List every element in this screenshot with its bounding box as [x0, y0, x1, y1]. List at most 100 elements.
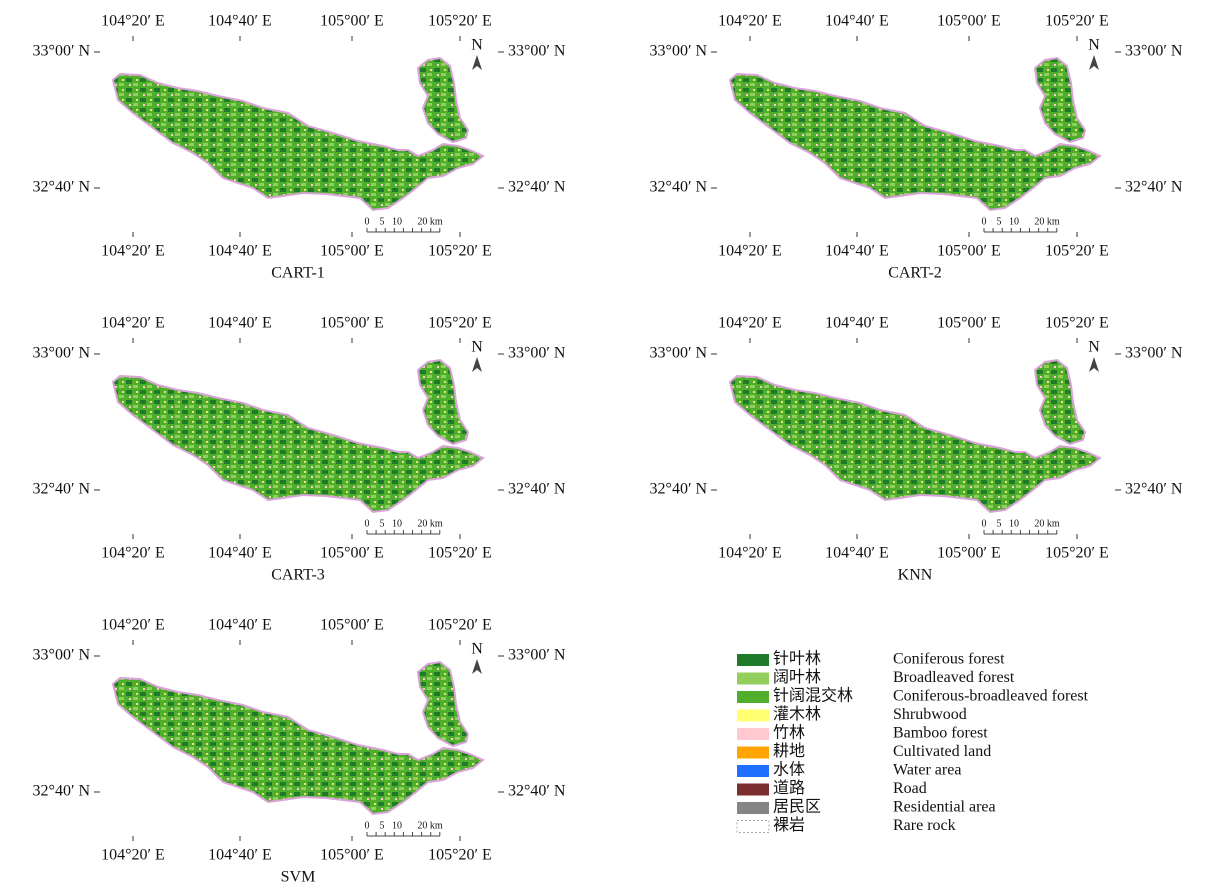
lon-label-bottom: 105°00′ E — [937, 545, 1001, 562]
lon-label-bottom: 104°40′ E — [825, 545, 889, 562]
study-region — [729, 57, 1101, 211]
lat-label-right: 32°40′ N — [508, 481, 566, 498]
lon-label-top: 104°20′ E — [101, 617, 165, 634]
scale-label: 10 — [392, 518, 402, 529]
scale-label: 5 — [380, 216, 385, 227]
lon-label-bottom: 105°00′ E — [937, 243, 1001, 260]
legend-label-en: Coniferous forest — [893, 651, 1005, 668]
lon-label-top: 104°20′ E — [101, 13, 165, 30]
legend-label-zh: 灌木林 — [773, 705, 821, 723]
lat-label-left: 33°00′ N — [33, 647, 91, 664]
legend-label-zh: 针叶林 — [773, 650, 821, 668]
legend-label-en: Broadleaved forest — [893, 669, 1015, 686]
legend-swatch — [737, 709, 769, 722]
map-panel: 104°20′ E 104°40′ E 105°00′ E 105°20′ E 104°… — [33, 13, 566, 282]
lon-label-bottom: 104°20′ E — [101, 545, 165, 562]
lat-label-left: 32°40′ N — [650, 179, 708, 196]
lon-label-top: 104°20′ E — [101, 315, 165, 332]
legend-label-zh: 阔叶林 — [773, 668, 821, 686]
map-panel: 104°20′ E 104°40′ E 105°00′ E 105°20′ E 104°… — [650, 315, 1183, 584]
map-panel: 104°20′ E 104°40′ E 105°00′ E 105°20′ E 104°… — [33, 315, 566, 584]
legend-swatch — [737, 802, 769, 814]
lon-label-top: 105°00′ E — [320, 315, 384, 332]
lat-label-right: 33°00′ N — [1125, 43, 1183, 60]
lon-label-bottom: 105°20′ E — [428, 243, 492, 260]
scale-label: 5 — [380, 518, 385, 529]
legend: 针叶林 Coniferous forest 阔叶林 Broadleaved fores… — [736, 650, 1089, 834]
legend-label-zh: 裸岩 — [773, 816, 805, 834]
lon-label-top: 104°40′ E — [825, 13, 889, 30]
legend-swatch — [737, 765, 769, 777]
lat-label-left: 32°40′ N — [650, 481, 708, 498]
scale-label: 20 km — [1034, 216, 1060, 227]
north-label: N — [1088, 339, 1100, 356]
scale-label: 5 — [997, 216, 1002, 227]
lat-label-left: 32°40′ N — [33, 783, 91, 800]
lat-label-right: 33°00′ N — [1125, 345, 1183, 362]
scale-label: 20 km — [417, 820, 443, 831]
scale-label: 20 km — [1034, 518, 1060, 529]
lon-label-top: 105°20′ E — [428, 315, 492, 332]
legend-swatch — [737, 691, 769, 703]
lon-label-bottom: 105°00′ E — [320, 847, 384, 864]
lon-label-bottom: 104°20′ E — [718, 243, 782, 260]
lat-label-left: 33°00′ N — [650, 345, 708, 362]
lon-label-bottom: 104°20′ E — [101, 847, 165, 864]
lon-label-bottom: 104°20′ E — [718, 545, 782, 562]
lon-label-top: 105°00′ E — [320, 617, 384, 634]
map-panel: 104°20′ E 104°40′ E 105°00′ E 105°20′ E 104°… — [650, 13, 1183, 282]
lat-label-right: 33°00′ N — [508, 647, 566, 664]
lon-label-top: 104°40′ E — [208, 617, 272, 634]
map-area — [112, 359, 484, 513]
legend-swatch — [737, 672, 769, 685]
lon-label-bottom: 104°40′ E — [825, 243, 889, 260]
study-region — [112, 57, 484, 211]
lon-label-bottom: 105°20′ E — [428, 545, 492, 562]
lat-label-right: 33°00′ N — [508, 345, 566, 362]
lon-label-top: 105°20′ E — [1045, 315, 1109, 332]
legend-label-zh: 居民区 — [773, 799, 821, 816]
lon-label-top: 105°00′ E — [320, 13, 384, 30]
north-arrow — [1089, 357, 1099, 372]
lat-label-left: 33°00′ N — [33, 43, 91, 60]
scale-label: 10 — [1009, 518, 1019, 529]
lon-label-top: 105°00′ E — [937, 13, 1001, 30]
study-region — [112, 359, 484, 513]
panel-caption: CART-2 — [888, 265, 942, 282]
north-arrow — [472, 357, 482, 372]
lat-label-right: 32°40′ N — [1125, 179, 1183, 196]
scale-label: 20 km — [417, 518, 443, 529]
panel-caption: CART-1 — [271, 265, 325, 282]
north-label: N — [1088, 37, 1100, 54]
lat-label-left: 32°40′ N — [33, 481, 91, 498]
legend-swatch — [737, 654, 769, 666]
legend-swatch — [736, 820, 770, 833]
scale-label: 20 km — [417, 216, 443, 227]
lat-label-right: 32°40′ N — [508, 179, 566, 196]
legend-label-en: Residential area — [893, 799, 996, 816]
lon-label-bottom: 105°20′ E — [1045, 545, 1109, 562]
lon-label-bottom: 105°00′ E — [320, 243, 384, 260]
lon-label-top: 104°20′ E — [718, 13, 782, 30]
lon-label-bottom: 104°20′ E — [101, 243, 165, 260]
scale-label: 0 — [365, 518, 370, 529]
scale-label: 5 — [380, 820, 385, 831]
lat-label-left: 33°00′ N — [650, 43, 708, 60]
legend-label-en: Coniferous-broadleaved forest — [893, 688, 1089, 705]
scale-label: 5 — [997, 518, 1002, 529]
legend-label-zh: 针阔混交林 — [773, 687, 853, 705]
legend-label-zh: 竹林 — [773, 724, 805, 742]
legend-swatch — [737, 783, 769, 796]
lon-label-top: 105°20′ E — [1045, 13, 1109, 30]
legend-label-en: Road — [893, 780, 927, 797]
lon-label-top: 105°20′ E — [428, 617, 492, 634]
scale-label: 0 — [365, 216, 370, 227]
legend-swatch — [737, 728, 769, 740]
legend-label-zh: 水体 — [773, 761, 805, 779]
lon-label-bottom: 104°40′ E — [208, 847, 272, 864]
map-area — [112, 661, 484, 815]
north-label: N — [471, 37, 483, 54]
north-arrow — [1089, 55, 1099, 70]
north-label: N — [471, 641, 483, 658]
